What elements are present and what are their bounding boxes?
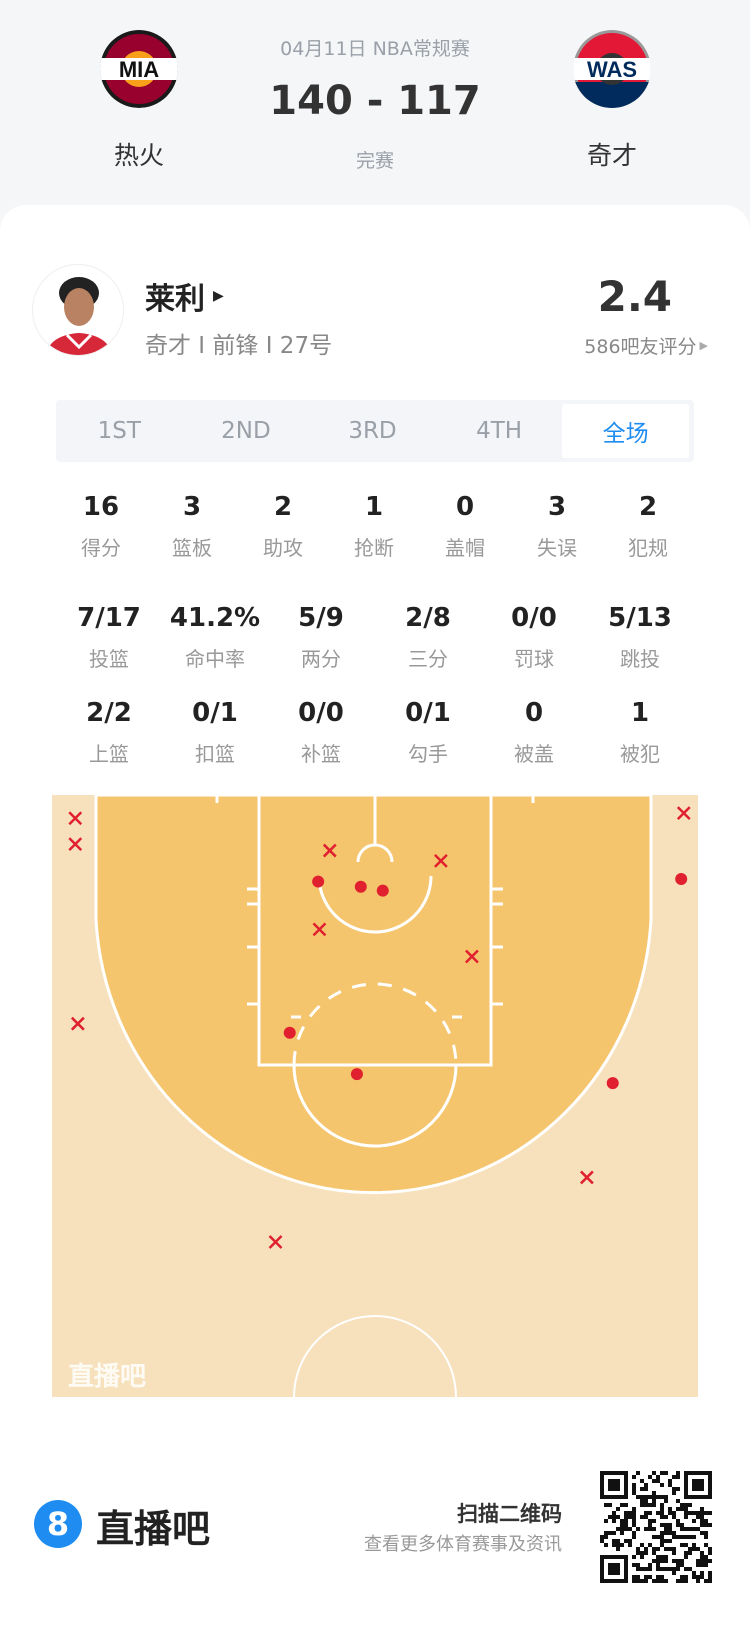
stat-value: 0/1 — [405, 698, 451, 728]
shot-missed-marker — [322, 843, 337, 858]
stat-label: 上篮 — [89, 742, 129, 766]
stat-value: 0 — [455, 492, 475, 522]
tab-4th[interactable]: 4TH — [476, 418, 523, 444]
svg-text:WAS: WAS — [587, 57, 637, 82]
rating-count: 586吧友评分 — [584, 336, 697, 358]
stat-label: 投篮 — [89, 647, 129, 671]
player-rating: 2.4 — [597, 272, 672, 321]
stat-label: 盖帽 — [445, 536, 485, 560]
stat-label: 扣篮 — [195, 742, 235, 766]
stat-value: 0 — [524, 698, 544, 728]
match-date-league: 04月11日 NBA常规赛 — [280, 38, 470, 60]
scan-subtitle: 查看更多体育赛事及资讯 — [364, 1534, 562, 1555]
stat-label: 得分 — [81, 536, 121, 560]
stat-label: 助攻 — [263, 536, 303, 560]
stat-label: 两分 — [301, 647, 341, 671]
shot-made-marker — [283, 1026, 296, 1039]
match-status: 完赛 — [355, 150, 395, 172]
stat-label: 犯规 — [628, 536, 668, 560]
stat-label: 补篮 — [301, 742, 341, 766]
stat-value: 0/1 — [192, 698, 238, 728]
stat-value: 0/0 — [511, 603, 557, 633]
three-point-line — [94, 793, 653, 1195]
qr-code[interactable] — [600, 1471, 712, 1583]
shot-missed-marker — [68, 811, 83, 826]
stat-label: 命中率 — [185, 647, 245, 671]
shot-made-marker — [675, 872, 688, 885]
match-score: 140 - 117 — [269, 78, 481, 124]
stat-value: 2/2 — [86, 698, 132, 728]
tab-1st[interactable]: 1ST — [97, 418, 141, 444]
stat-value: 16 — [82, 492, 120, 522]
shot-made-marker — [312, 875, 325, 888]
scan-title: 扫描二维码 — [457, 1502, 562, 1526]
stat-label: 篮板 — [172, 536, 212, 560]
stat-label: 被盖 — [514, 742, 554, 766]
brand-name: 直播吧 — [96, 1507, 211, 1551]
stat-value: 1 — [630, 698, 650, 728]
tab-full-game[interactable]: 全场 — [562, 404, 689, 458]
stat-label: 失误 — [537, 536, 577, 560]
svg-text:MIA: MIA — [119, 57, 159, 82]
rating-link[interactable]: 586吧友评分 ▶ — [584, 332, 708, 359]
stat-value: 3 — [547, 492, 567, 522]
home-team-name: 热火 — [113, 141, 165, 170]
player-name: 莱利 — [145, 282, 205, 317]
stat-value: 41.2% — [169, 603, 261, 633]
court-lines — [215, 793, 535, 1398]
stat-label: 三分 — [408, 647, 448, 671]
away-team-logo[interactable]: WAS — [573, 30, 651, 108]
shot-missed-marker — [580, 1170, 594, 1185]
tab-2nd[interactable]: 2ND — [221, 418, 271, 444]
shot-made-marker — [350, 1068, 363, 1081]
shot-missed-marker — [312, 922, 327, 937]
stat-value: 7/17 — [77, 603, 141, 633]
stat-value: 5/13 — [608, 603, 672, 633]
shot-made-marker — [606, 1077, 619, 1090]
triangle-right-icon: ▶ — [213, 288, 224, 304]
home-team-logo[interactable]: MIA — [100, 30, 178, 108]
shot-missed-marker — [68, 837, 83, 851]
stat-label: 跳投 — [620, 647, 660, 671]
stat-label: 勾手 — [408, 742, 448, 766]
shot-missed-marker — [465, 949, 479, 964]
away-team-name: 奇才 — [586, 141, 638, 170]
player-info: 奇才 I 前锋 I 27号 — [145, 333, 333, 359]
stat-value: 2/8 — [405, 603, 451, 633]
brand-logo-icon: 8 — [34, 1500, 82, 1548]
stat-value: 5/9 — [298, 603, 344, 633]
player-avatar[interactable] — [32, 264, 124, 356]
stat-value: 2 — [638, 492, 658, 522]
watermark: 直播吧 — [68, 1362, 146, 1392]
shot-missed-marker — [268, 1235, 283, 1249]
shot-missed-marker — [70, 1016, 85, 1031]
shot-made-marker — [354, 880, 367, 893]
tab-3rd[interactable]: 3RD — [348, 418, 397, 444]
player-name-link[interactable]: 莱利 ▶ — [145, 274, 224, 318]
stat-value: 3 — [182, 492, 202, 522]
shot-missed-marker — [434, 854, 448, 868]
stat-label: 抢断 — [354, 536, 394, 560]
triangle-right-icon: ▶ — [699, 339, 708, 352]
period-tabs: 1ST 2ND 3RD 4TH 全场 — [56, 400, 694, 462]
shot-missed-marker — [676, 806, 691, 820]
stat-value: 1 — [364, 492, 384, 522]
stat-label: 罚球 — [514, 647, 554, 671]
stat-value: 0/0 — [298, 698, 344, 728]
shot-made-marker — [376, 884, 389, 897]
stat-value: 2 — [273, 492, 293, 522]
stat-label: 被犯 — [620, 742, 660, 766]
